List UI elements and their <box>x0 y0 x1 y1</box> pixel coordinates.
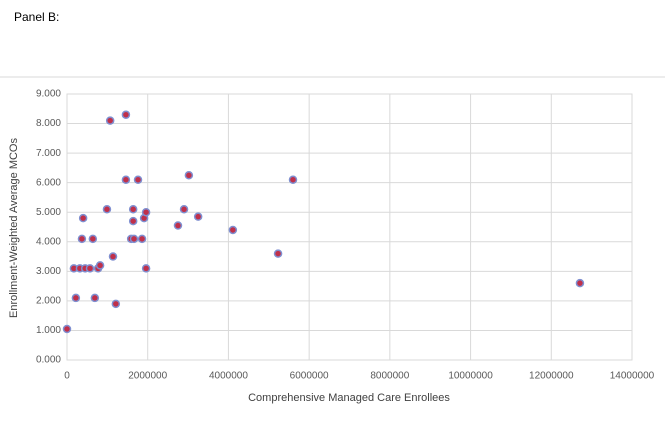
x-axis-title: Comprehensive Managed Care Enrollees <box>248 392 450 404</box>
point <box>173 221 183 230</box>
point <box>128 216 138 226</box>
y-tick-label: 2.000 <box>36 296 61 307</box>
y-tick-label: 9.000 <box>36 89 61 100</box>
point <box>62 324 72 334</box>
point <box>129 234 139 244</box>
y-axis-title: Enrollment-Weighted Average MCOs <box>8 138 20 318</box>
point <box>111 299 121 309</box>
point <box>193 212 203 221</box>
point <box>128 205 138 214</box>
y-tick-label: 7.000 <box>36 148 61 159</box>
y-tick-label: 6.000 <box>36 177 61 188</box>
x-tick-label: 2000000 <box>128 371 167 382</box>
point <box>184 171 194 180</box>
y-tick-label: 0.000 <box>36 355 61 366</box>
y-tick-label: 1.000 <box>36 325 61 336</box>
point <box>288 175 298 184</box>
point <box>102 205 112 214</box>
y-tick-label: 3.000 <box>36 266 61 277</box>
point <box>108 252 118 261</box>
point <box>85 264 95 273</box>
point <box>121 110 131 119</box>
y-tick-label: 5.000 <box>36 207 61 218</box>
point <box>141 207 151 217</box>
point <box>121 175 131 184</box>
panel-title: Panel B: <box>14 10 59 24</box>
point <box>137 234 147 244</box>
y-tick-label: 8.000 <box>36 118 61 129</box>
point <box>575 278 585 288</box>
point <box>141 264 151 273</box>
point <box>77 234 87 244</box>
point <box>78 213 88 223</box>
point <box>95 261 105 270</box>
x-tick-label: 6000000 <box>290 371 329 382</box>
point <box>71 293 81 303</box>
point <box>88 234 98 244</box>
point <box>133 175 143 184</box>
point <box>228 225 238 235</box>
plot-border <box>66 93 633 361</box>
point <box>90 293 100 303</box>
x-tick-label: 8000000 <box>370 371 409 382</box>
x-tick-label: 14000000 <box>610 371 655 382</box>
x-tick-label: 4000000 <box>209 371 248 382</box>
x-tick-label: 12000000 <box>529 371 574 382</box>
point <box>105 116 115 125</box>
x-tick-label: 0 <box>64 371 70 382</box>
point <box>273 249 283 258</box>
y-tick-label: 4.000 <box>36 236 61 247</box>
point <box>179 205 189 214</box>
x-tick-label: 10000000 <box>448 371 493 382</box>
